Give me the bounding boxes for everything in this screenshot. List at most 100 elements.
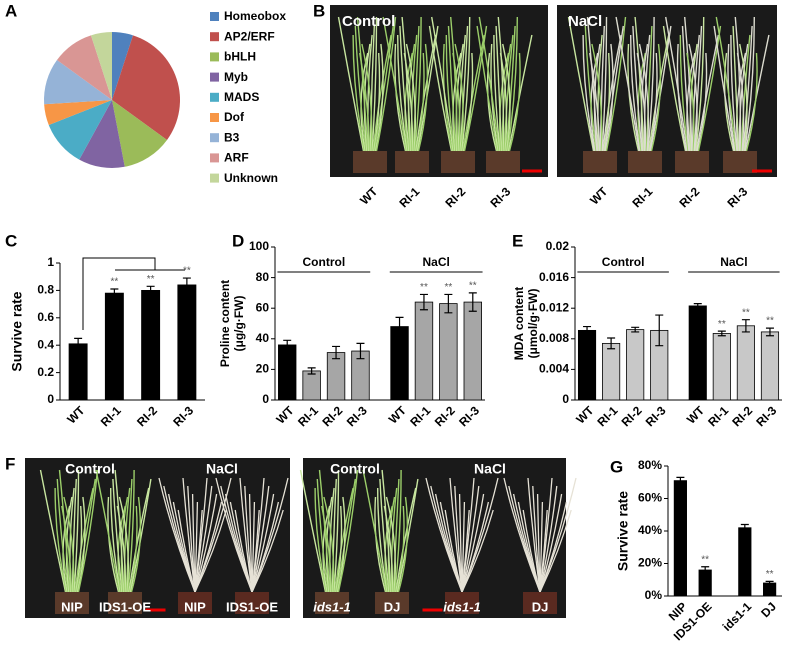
plant-leaf (382, 16, 408, 152)
pot (315, 592, 349, 614)
genotype-label: DJ (384, 599, 401, 614)
legend-swatch (210, 52, 219, 62)
plant-leaf (589, 52, 601, 152)
plant-leaf (95, 469, 121, 593)
plant-leaf (640, 43, 649, 152)
plant-leaf (127, 469, 135, 593)
panel-letter: F (5, 454, 15, 473)
plant-leaf (337, 16, 365, 152)
plant-leaf (493, 34, 501, 152)
plant-leaf (736, 52, 745, 152)
y-tick-label: 100 (249, 239, 269, 253)
plant-leaf (738, 43, 749, 152)
plant-leaf (251, 485, 270, 593)
genotype-label: RI-2 (442, 184, 468, 210)
y-tick-label: 0.6 (37, 310, 54, 324)
plant-leaf (507, 16, 518, 152)
plant-leaf (379, 478, 390, 593)
legend-swatch (210, 113, 219, 122)
x-tick-label: RI-1 (705, 403, 731, 429)
plant-leaf (459, 25, 469, 152)
error-bar (332, 345, 341, 360)
photo (157, 458, 290, 618)
pie-slice (56, 35, 112, 100)
bar (463, 301, 482, 401)
plant-leaf (374, 43, 384, 152)
y-axis-unit: (μg/g·FW) (232, 296, 246, 352)
group-label: Control (303, 255, 346, 269)
panel-letter: D (232, 231, 244, 250)
legend-label: bHLH (224, 50, 256, 64)
x-tick-label: RI-2 (432, 403, 458, 429)
group-label: NaCl (422, 255, 449, 269)
plant-leaf (381, 469, 392, 593)
significance: ** (444, 282, 452, 293)
plant-leaf (615, 16, 641, 152)
error-bar (182, 277, 191, 293)
plant-leaf (584, 25, 597, 152)
plant-leaf (586, 16, 599, 152)
plant-leaf (194, 493, 218, 593)
pie-slice (44, 100, 112, 126)
plant-leaf (396, 505, 405, 593)
legend-label: MADS (224, 90, 259, 104)
y-axis-label: Proline content (218, 280, 232, 367)
plant-leaf (373, 52, 381, 152)
bar (688, 305, 707, 401)
x-tick-label: RI-1 (407, 403, 433, 429)
plant-leaf (118, 496, 129, 593)
plant-leaf (450, 16, 459, 152)
plant-leaf (234, 509, 253, 593)
plant-leaf (129, 505, 138, 593)
significance: ** (147, 274, 155, 285)
pot (675, 151, 709, 173)
group-label: Control (602, 255, 645, 269)
y-tick-label: 0.2 (37, 365, 54, 379)
plant-leaf (412, 25, 420, 152)
plant-leaf (416, 52, 425, 152)
plant-leaf (318, 469, 331, 593)
plant-leaf (649, 25, 672, 152)
plant-leaf (539, 493, 563, 593)
plant-leaf (77, 469, 99, 593)
x-tick-label: WT (273, 403, 297, 427)
plant-leaf (428, 25, 453, 152)
significance: ** (469, 281, 477, 292)
plant-leaf (495, 25, 503, 152)
plant-leaf (686, 52, 695, 152)
bar (326, 352, 346, 401)
error-bar (676, 476, 685, 485)
plant-leaf (461, 16, 471, 152)
plant-leaf (684, 16, 693, 152)
legend-swatch (210, 153, 219, 163)
plant-leaf (114, 469, 125, 593)
error-bar (110, 288, 119, 298)
plant-leaf (647, 16, 655, 152)
plant-leaf (397, 496, 409, 593)
plant-leaf (539, 477, 577, 593)
plant-leaf (447, 25, 457, 152)
plant-leaf (39, 469, 67, 593)
plant-leaf (394, 469, 402, 593)
x-tick-label: RI-3 (344, 403, 370, 429)
plant-leaf (194, 477, 232, 593)
genotype-label: RI-1 (629, 184, 655, 210)
x-tick-label: RI-1 (595, 403, 621, 429)
plant-leaf (396, 478, 419, 593)
error-bar (717, 330, 726, 337)
plant-leaf (462, 52, 474, 152)
legend-swatch (210, 133, 219, 143)
plant-leaf (732, 25, 740, 152)
bar (738, 527, 752, 597)
plant-leaf (110, 487, 121, 593)
significance: ** (742, 307, 750, 318)
plant-leaf (745, 52, 758, 152)
plant-leaf (63, 496, 75, 593)
plant-leaf (681, 25, 691, 152)
pot (523, 592, 557, 614)
plant-leaf (403, 52, 414, 152)
pie-slice (90, 32, 112, 100)
y-tick-label: 40% (638, 523, 662, 537)
plant-leaf (69, 487, 75, 593)
plant-leaf (739, 43, 748, 152)
